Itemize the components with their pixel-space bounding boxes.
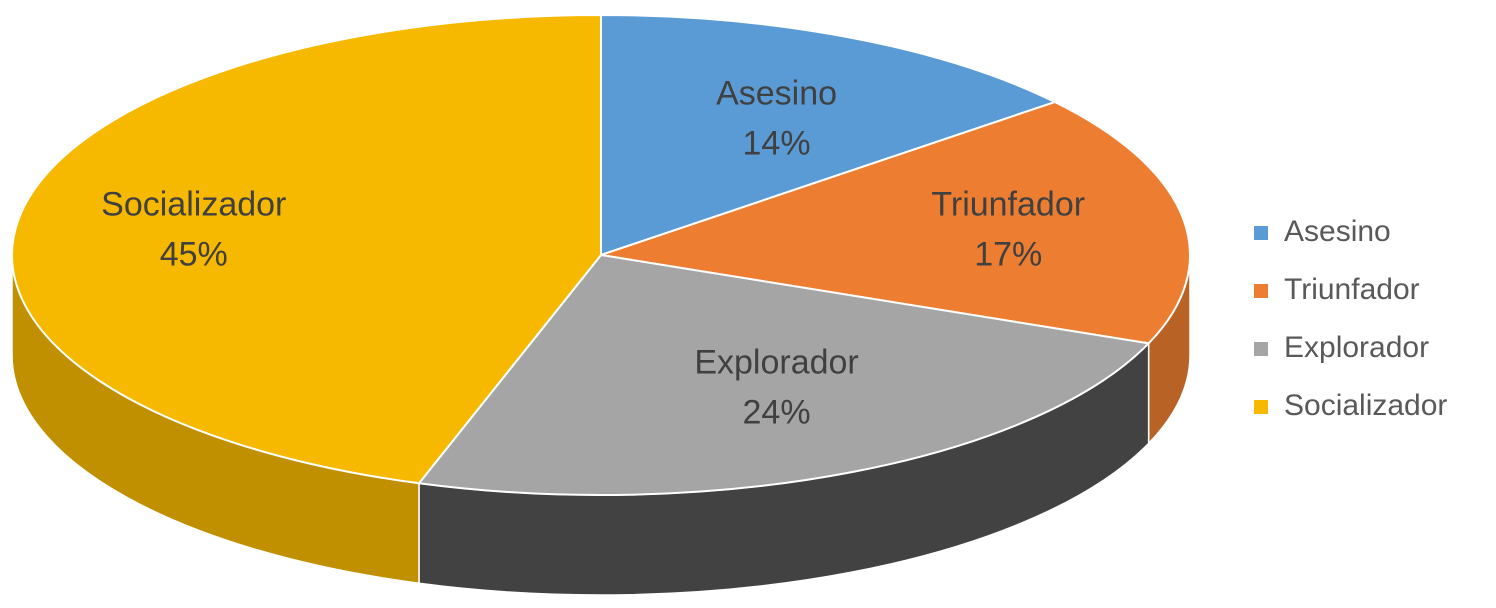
slice-label: Explorador bbox=[694, 344, 858, 382]
legend-swatch bbox=[1254, 284, 1268, 298]
legend-swatch bbox=[1254, 342, 1268, 356]
slice-label: Socializador bbox=[101, 186, 286, 224]
slice-label: Asesino bbox=[716, 74, 837, 112]
legend-label: Socializador bbox=[1284, 389, 1447, 422]
legend-label: Triunfador bbox=[1284, 273, 1420, 306]
slice-value: 17% bbox=[974, 236, 1042, 274]
pie-slice bbox=[600, 100, 1191, 345]
legend-label: Explorador bbox=[1284, 331, 1429, 364]
pie-slice bbox=[417, 253, 1151, 496]
legend-label: Asesino bbox=[1284, 215, 1391, 248]
slice-value: 24% bbox=[743, 394, 811, 432]
slice-label: Triunfador bbox=[931, 186, 1085, 224]
pie-slice bbox=[600, 13, 1058, 257]
pie-slice bbox=[11, 13, 602, 485]
slice-value: 45% bbox=[160, 236, 228, 274]
legend-swatch bbox=[1254, 226, 1268, 240]
slice-value: 14% bbox=[743, 124, 811, 162]
legend-swatch bbox=[1254, 400, 1268, 414]
